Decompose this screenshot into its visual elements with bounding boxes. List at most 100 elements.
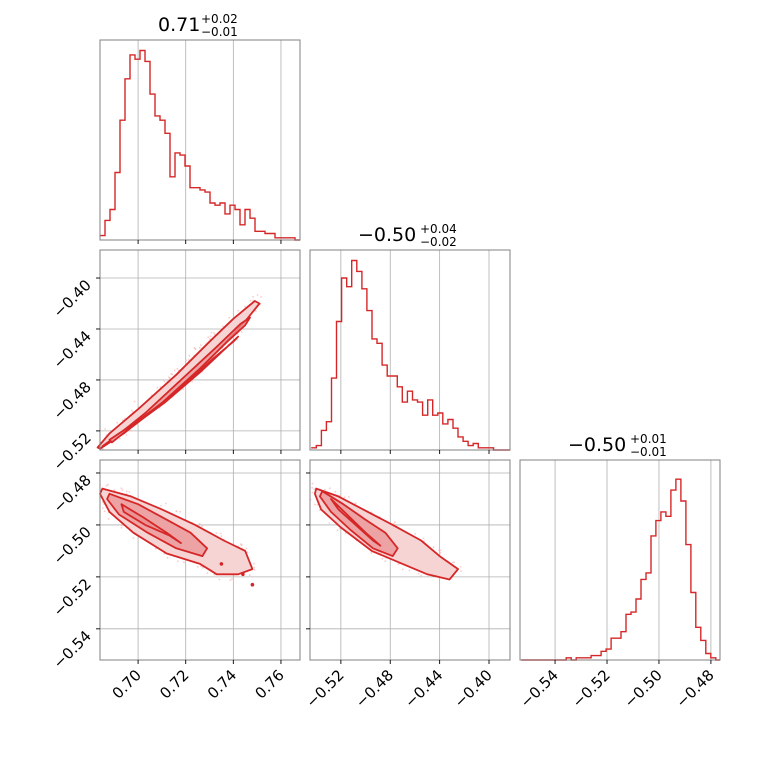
y-tick-label: −0.52 <box>50 575 95 620</box>
scatter-point <box>432 546 435 549</box>
scatter-point <box>381 557 384 560</box>
x-tick-label: −0.40 <box>451 666 496 711</box>
scatter-point <box>384 560 387 562</box>
scatter-point <box>253 562 256 565</box>
scatter-point <box>451 561 454 564</box>
panel-2d-param-1-param-3: −0.48 −0.50 −0.52 −0.54 0.70 0.72 0.74 0.76 <box>50 459 301 702</box>
contour-levels <box>96 300 261 450</box>
scatter-point <box>177 560 179 562</box>
scatter-point <box>168 376 170 379</box>
scatter-point <box>260 296 262 298</box>
scatter-point <box>336 529 339 532</box>
scatter-point <box>129 429 132 432</box>
y-tick-labels: −0.40 −0.44 −0.48 −0.52 <box>50 276 95 474</box>
scatter-point <box>176 367 179 370</box>
grid-lines <box>340 250 490 450</box>
scatter-point <box>370 552 373 554</box>
scatter-point <box>120 526 123 529</box>
scatter-point <box>220 535 223 537</box>
grid-lines <box>137 40 282 240</box>
axis-ticks <box>306 472 490 664</box>
scatter-point <box>120 487 123 490</box>
scatter-point <box>311 486 314 489</box>
scatter-point <box>420 574 422 577</box>
axes-frame <box>309 459 511 661</box>
x-tick-label: −0.52 <box>302 666 347 711</box>
scatter-point <box>318 509 321 512</box>
scatter-point <box>313 488 316 490</box>
scatter-point <box>422 537 425 540</box>
scatter-point <box>133 400 136 403</box>
scatter-point <box>163 380 166 383</box>
y-tick-label: −0.44 <box>50 327 95 372</box>
scatter-point <box>183 561 185 564</box>
x-tick-label: 0.70 <box>109 666 145 702</box>
scatter-point <box>201 525 204 528</box>
scatter-point <box>460 570 463 573</box>
scatter-point <box>130 409 133 412</box>
scatter-point <box>107 518 110 520</box>
title-param-3-minus: −0.01 <box>630 445 667 459</box>
scatter-point <box>182 388 185 390</box>
scatter-point <box>394 521 396 524</box>
scatter-point <box>240 331 243 333</box>
scatter-point <box>196 565 199 568</box>
scatter-point <box>344 532 347 535</box>
scatter-point <box>256 294 259 296</box>
scatter-point <box>132 537 135 539</box>
x-tick-label: −0.48 <box>352 666 397 711</box>
scatter-point <box>185 359 188 362</box>
y-tick-label: −0.48 <box>50 378 95 423</box>
scatter-point <box>125 434 128 436</box>
title-param-1-minus: −0.01 <box>201 25 238 39</box>
scatter-point <box>206 572 209 575</box>
scatter-point <box>249 299 252 302</box>
scatter-point <box>253 568 256 571</box>
scatter-point <box>102 507 104 509</box>
scatter-point <box>107 483 109 486</box>
scatter-point <box>125 490 128 493</box>
title-param-3-plus: +0.01 <box>630 432 667 446</box>
contour-island <box>219 562 224 566</box>
scatter-point <box>414 533 417 535</box>
x-tick-labels: 0.70 0.72 0.74 0.76 <box>109 666 288 702</box>
scatter-point <box>202 566 205 569</box>
axis-ticks <box>137 240 282 244</box>
axis-ticks <box>554 660 712 664</box>
scatter-point <box>316 503 319 506</box>
scatter-point <box>104 428 107 430</box>
axis-ticks <box>96 277 282 454</box>
scatter-point <box>165 502 167 505</box>
x-tick-label: 0.76 <box>251 666 287 702</box>
x-tick-label: −0.54 <box>517 666 562 711</box>
axes-frame <box>99 459 301 661</box>
scatter-point <box>453 561 455 564</box>
axes-frame <box>99 249 301 451</box>
scatter-point <box>408 569 411 572</box>
scatter-point <box>229 579 232 581</box>
y-tick-labels: −0.48 −0.50 −0.52 −0.54 <box>50 471 95 672</box>
scatter-point <box>401 568 404 571</box>
scatter-point <box>199 565 202 568</box>
title-param-1-value: 0.71 <box>158 14 200 36</box>
scatter-point <box>334 490 337 493</box>
scatter-point <box>311 482 314 485</box>
scatter-point <box>324 488 326 491</box>
scatter-point <box>438 549 440 552</box>
scatter-point <box>245 547 248 550</box>
scatter-point <box>198 522 201 525</box>
scatter-point <box>215 532 218 534</box>
scatter-point <box>171 373 174 376</box>
scatter-point <box>218 578 221 581</box>
scatter-point <box>121 489 124 491</box>
axes-frame <box>309 249 511 451</box>
x-tick-label: 0.72 <box>156 666 192 702</box>
scatter-point <box>103 510 106 513</box>
scatter-point <box>328 522 331 524</box>
scatter-point <box>210 331 213 334</box>
scatter-point <box>113 489 116 491</box>
scatter-point <box>209 338 211 340</box>
contour-inner-level <box>330 498 382 547</box>
title-param-2-value: −0.50 <box>358 224 416 246</box>
